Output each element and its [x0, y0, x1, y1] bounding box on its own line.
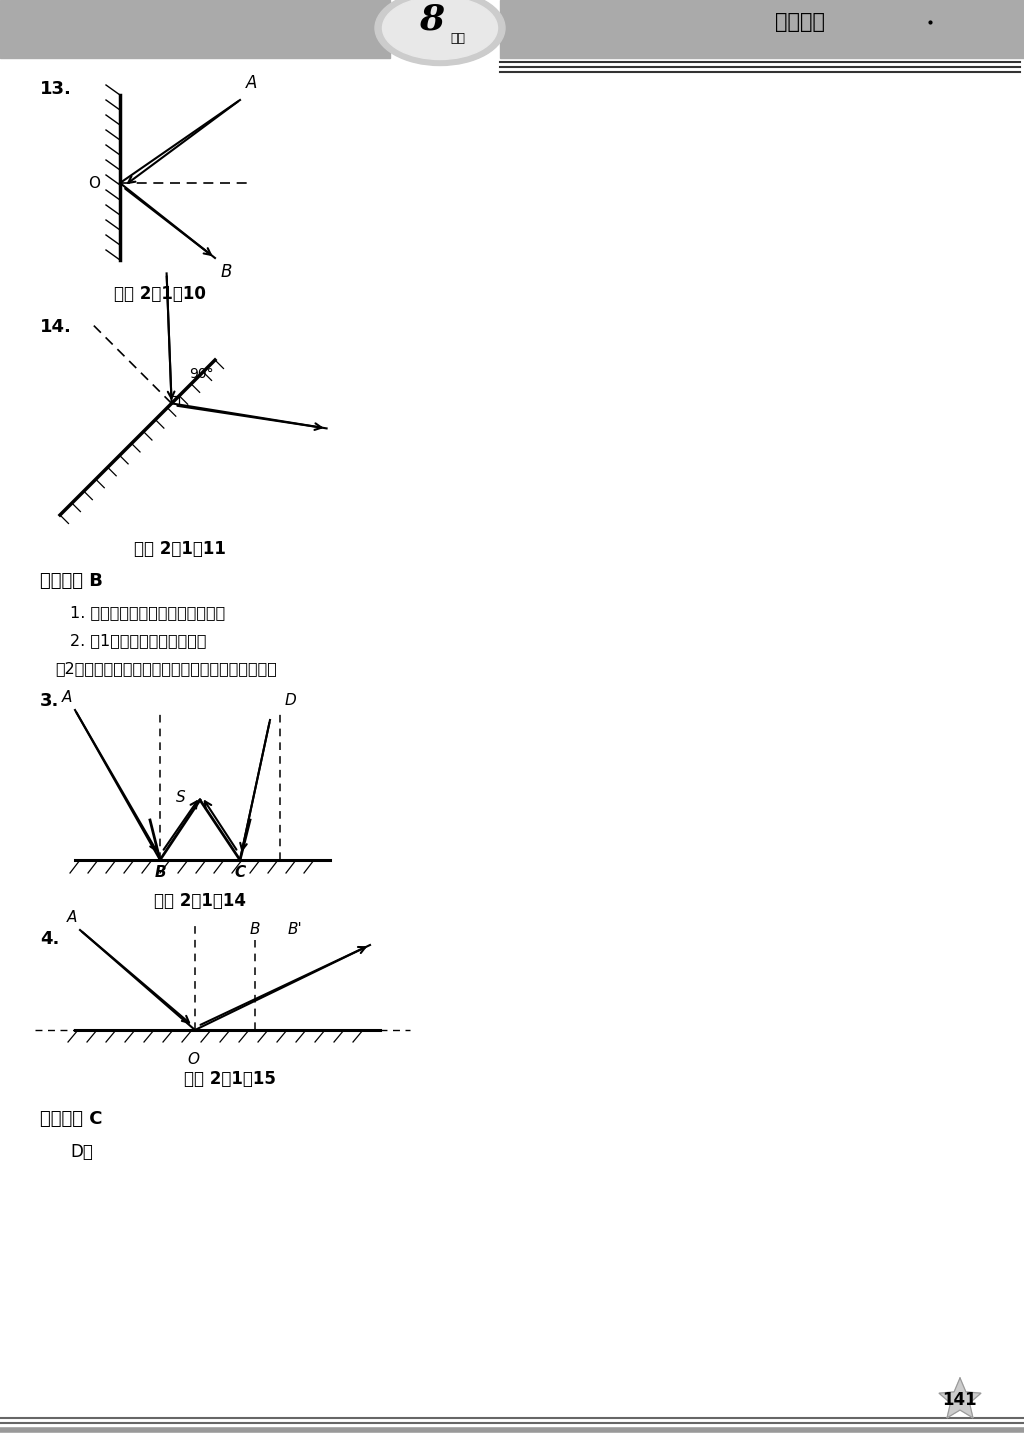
Text: 3.: 3. — [40, 693, 59, 710]
Ellipse shape — [383, 0, 498, 59]
Polygon shape — [939, 1378, 981, 1418]
Text: A: A — [246, 73, 257, 92]
Bar — [0, 0, 390, 58]
Text: B: B — [221, 264, 232, 281]
Bar — [500, 0, 1024, 58]
Text: B': B' — [288, 922, 302, 937]
Text: 4.: 4. — [40, 930, 59, 948]
Text: S: S — [176, 791, 186, 805]
Text: 14.: 14. — [40, 318, 72, 336]
Text: O: O — [88, 176, 100, 190]
Text: 8: 8 — [420, 3, 444, 37]
Text: 答图 2－1－15: 答图 2－1－15 — [184, 1070, 275, 1089]
Text: A: A — [67, 910, 77, 924]
Text: O: O — [187, 1053, 199, 1067]
Text: （2）当光发生反射时，入射角增大，反射角增大。: （2）当光发生反射时，入射角增大，反射角增大。 — [55, 661, 276, 675]
Text: A: A — [61, 690, 72, 706]
Text: 答图 2－1－11: 答图 2－1－11 — [134, 540, 226, 557]
Text: 年级: 年级 — [451, 32, 466, 45]
Text: 13.: 13. — [40, 81, 72, 98]
Text: 答图 2－1－10: 答图 2－1－10 — [114, 285, 206, 302]
Text: 探究拓展 C: 探究拓展 C — [40, 1110, 102, 1128]
Text: 141: 141 — [943, 1391, 977, 1408]
Text: B: B — [250, 922, 260, 937]
Text: 1. 平面镜，光的反射定律，人射。: 1. 平面镜，光的反射定律，人射。 — [70, 605, 225, 621]
Text: 2. （1）反射角等于入射角；: 2. （1）反射角等于入射角； — [70, 634, 207, 648]
Text: D。: D。 — [70, 1143, 93, 1161]
Text: 答图 2－1－14: 答图 2－1－14 — [154, 891, 246, 910]
Text: D: D — [285, 693, 297, 708]
Text: C: C — [234, 865, 246, 880]
Text: B: B — [155, 865, 166, 880]
Ellipse shape — [375, 0, 505, 65]
Text: 参考答案: 参考答案 — [775, 12, 825, 32]
Text: 90°: 90° — [189, 367, 214, 382]
Text: 能力提升 B: 能力提升 B — [40, 572, 102, 590]
